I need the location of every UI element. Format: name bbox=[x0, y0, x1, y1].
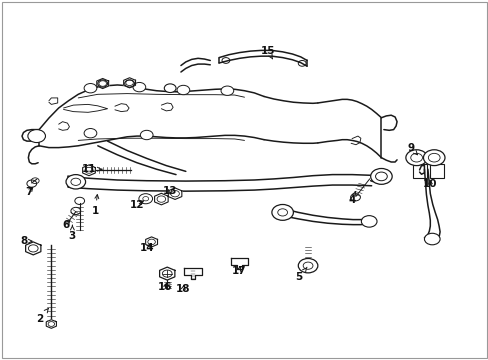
Polygon shape bbox=[63, 104, 107, 112]
Text: 10: 10 bbox=[422, 179, 437, 189]
Text: 1: 1 bbox=[92, 195, 99, 216]
Circle shape bbox=[424, 233, 439, 245]
Text: 15: 15 bbox=[260, 46, 275, 59]
Text: 13: 13 bbox=[163, 186, 177, 196]
Text: 12: 12 bbox=[129, 200, 144, 210]
Polygon shape bbox=[159, 267, 175, 280]
Circle shape bbox=[28, 130, 45, 143]
Circle shape bbox=[84, 129, 97, 138]
Text: 7: 7 bbox=[25, 186, 33, 197]
Circle shape bbox=[298, 258, 317, 273]
Text: 18: 18 bbox=[176, 284, 190, 294]
Text: 3: 3 bbox=[69, 225, 76, 241]
Text: 9: 9 bbox=[407, 143, 417, 155]
Polygon shape bbox=[25, 242, 41, 255]
Polygon shape bbox=[168, 188, 182, 199]
Circle shape bbox=[66, 175, 85, 189]
Circle shape bbox=[405, 150, 427, 166]
Polygon shape bbox=[97, 78, 108, 89]
Text: 5: 5 bbox=[295, 267, 306, 282]
Polygon shape bbox=[115, 104, 129, 112]
Bar bbox=[412, 164, 426, 178]
Circle shape bbox=[221, 86, 233, 95]
Text: 8: 8 bbox=[21, 236, 32, 246]
Polygon shape bbox=[154, 193, 168, 205]
Polygon shape bbox=[145, 237, 157, 247]
Circle shape bbox=[177, 85, 189, 95]
Circle shape bbox=[133, 82, 145, 92]
Circle shape bbox=[140, 130, 153, 140]
Text: 14: 14 bbox=[139, 243, 154, 253]
Circle shape bbox=[84, 84, 97, 93]
Circle shape bbox=[423, 150, 444, 166]
Bar bbox=[429, 164, 443, 178]
Text: 11: 11 bbox=[81, 164, 102, 174]
Text: 6: 6 bbox=[62, 220, 70, 230]
Polygon shape bbox=[183, 268, 202, 279]
Circle shape bbox=[361, 216, 376, 227]
Circle shape bbox=[370, 168, 391, 184]
Text: 2: 2 bbox=[37, 309, 48, 324]
Circle shape bbox=[271, 204, 293, 220]
Polygon shape bbox=[46, 320, 56, 328]
Polygon shape bbox=[161, 103, 173, 111]
Polygon shape bbox=[82, 165, 95, 176]
Polygon shape bbox=[123, 78, 135, 88]
Text: 16: 16 bbox=[158, 282, 172, 292]
Polygon shape bbox=[230, 258, 248, 269]
Text: 4: 4 bbox=[347, 192, 355, 205]
Text: 17: 17 bbox=[231, 266, 245, 276]
Circle shape bbox=[164, 84, 176, 93]
